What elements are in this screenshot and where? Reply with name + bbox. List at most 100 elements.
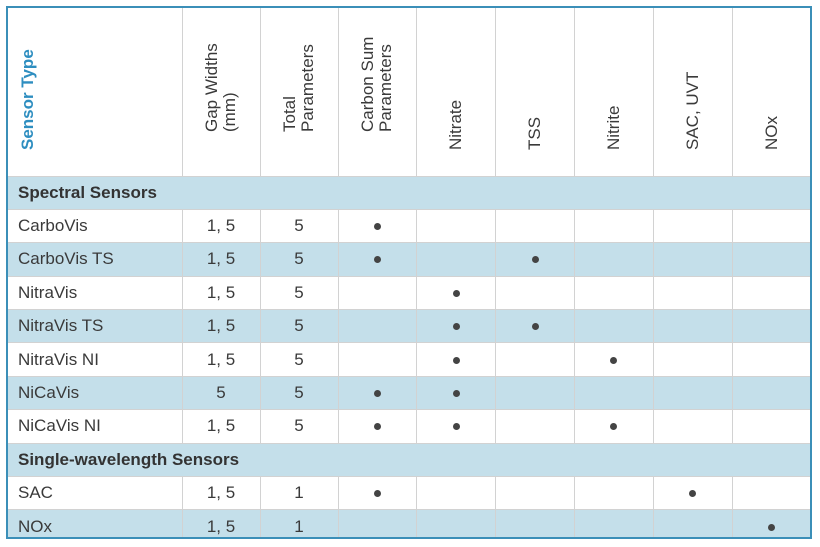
bullet-dot-icon [373, 256, 381, 264]
nox-cell [731, 208, 810, 243]
header-gap-widths: Gap Widths (mm) [181, 8, 260, 176]
tss-cell [495, 375, 575, 410]
nitrite-cell [574, 509, 654, 537]
bullet-dot-icon [610, 423, 618, 431]
gap-width-cell: 1, 5 [181, 509, 260, 537]
nitrate-cell [416, 476, 496, 510]
sac-uvt-cell [652, 509, 733, 537]
carbon-sum-cell [337, 208, 417, 243]
sensor-name-cell: NiCaVis [8, 375, 182, 410]
nox-cell [731, 342, 810, 377]
bullet-dot-icon [531, 256, 539, 264]
bullet-dot-icon [531, 323, 539, 331]
total-parameters-cell: 5 [259, 275, 338, 310]
header-tss: TSS [495, 8, 575, 176]
total-parameters-cell: 5 [259, 242, 338, 277]
bullet-dot-icon [452, 289, 460, 297]
sac-uvt-cell [652, 242, 733, 277]
table-body: Spectral Sensors CarboVis 1, 5 5 CarboVis TS… [8, 175, 810, 537]
header-gap-widths-label: Gap Widths (mm) [202, 42, 239, 132]
table-row: NiCaVis 5 5 [8, 375, 810, 410]
header-nox: NOx [731, 8, 810, 176]
header-sac-uvt: SAC, UVT [652, 8, 733, 176]
sensor-name-cell: NiCaVis NI [8, 409, 182, 444]
tss-cell [495, 409, 575, 444]
carbon-sum-cell [337, 275, 417, 310]
nitrite-cell [574, 342, 654, 377]
header-tss-label: TSS [525, 116, 545, 150]
total-parameters-cell: 5 [259, 208, 338, 243]
sensor-name-cell: NitraVis TS [8, 309, 182, 343]
nitrate-cell [416, 509, 496, 537]
sac-uvt-cell [652, 208, 733, 243]
header-sac-uvt-label: SAC, UVT [682, 71, 702, 150]
nitrite-cell [574, 275, 654, 310]
carbon-sum-cell [337, 476, 417, 510]
nitrite-cell [574, 242, 654, 277]
sac-uvt-cell [652, 409, 733, 444]
bullet-dot-icon [373, 390, 381, 398]
nitrate-cell [416, 375, 496, 410]
carbon-sum-cell [337, 342, 417, 377]
header-nox-label: NOx [761, 115, 781, 150]
bullet-dot-icon [452, 323, 460, 331]
sensor-name-cell: NitraVis NI [8, 342, 182, 377]
nox-cell [731, 309, 810, 343]
nitrate-cell [416, 242, 496, 277]
header-total-parameters-label: Total Parameters [280, 43, 317, 132]
bullet-dot-icon [452, 390, 460, 398]
total-parameters-cell: 5 [259, 409, 338, 444]
gap-width-cell: 1, 5 [181, 275, 260, 310]
header-nitrate: Nitrate [416, 8, 496, 176]
bullet-dot-icon [373, 223, 381, 231]
bullet-dot-icon [610, 356, 618, 364]
nox-cell [731, 409, 810, 444]
sac-uvt-cell [652, 375, 733, 410]
sensor-name-cell: NitraVis [8, 275, 182, 310]
nitrate-cell [416, 208, 496, 243]
sac-uvt-cell [652, 275, 733, 310]
header-carbon-sum: Carbon Sum Parameters [337, 8, 417, 176]
gap-width-cell: 1, 5 [181, 309, 260, 343]
section-title: Spectral Sensors [8, 175, 810, 210]
carbon-sum-cell [337, 242, 417, 277]
nitrate-cell [416, 409, 496, 444]
section-row: Single-wavelength Sensors [8, 442, 810, 477]
nitrate-cell [416, 342, 496, 377]
section-title: Single-wavelength Sensors [8, 442, 810, 477]
sac-uvt-cell [652, 342, 733, 377]
header-carbon-sum-label: Carbon Sum Parameters [358, 36, 396, 132]
sac-uvt-cell [652, 476, 733, 510]
gap-width-cell: 1, 5 [181, 342, 260, 377]
total-parameters-cell: 5 [259, 342, 338, 377]
tss-cell [495, 242, 575, 277]
carbon-sum-cell [337, 375, 417, 410]
nox-cell [731, 275, 810, 310]
bullet-dot-icon [768, 523, 776, 531]
bullet-dot-icon [373, 490, 381, 498]
total-parameters-cell: 1 [259, 476, 338, 510]
bullet-dot-icon [373, 423, 381, 431]
sac-uvt-cell [652, 309, 733, 343]
nox-cell [731, 242, 810, 277]
total-parameters-cell: 5 [259, 375, 338, 410]
header-nitrate-label: Nitrate [446, 99, 466, 150]
nox-cell [731, 476, 810, 510]
sensor-name-cell: CarboVis TS [8, 242, 182, 277]
nitrite-cell [574, 208, 654, 243]
sensor-type-table: Sensor Type Gap Widths (mm) Total Parame… [8, 8, 810, 537]
header-sensor-type-label: Sensor Type [18, 48, 37, 150]
bullet-dot-icon [452, 356, 460, 364]
nitrate-cell [416, 275, 496, 310]
tss-cell [495, 275, 575, 310]
header-nitrite-label: Nitrite [603, 105, 623, 150]
tss-cell [495, 509, 575, 537]
nitrite-cell [574, 476, 654, 510]
header-total-parameters: Total Parameters [259, 8, 338, 176]
